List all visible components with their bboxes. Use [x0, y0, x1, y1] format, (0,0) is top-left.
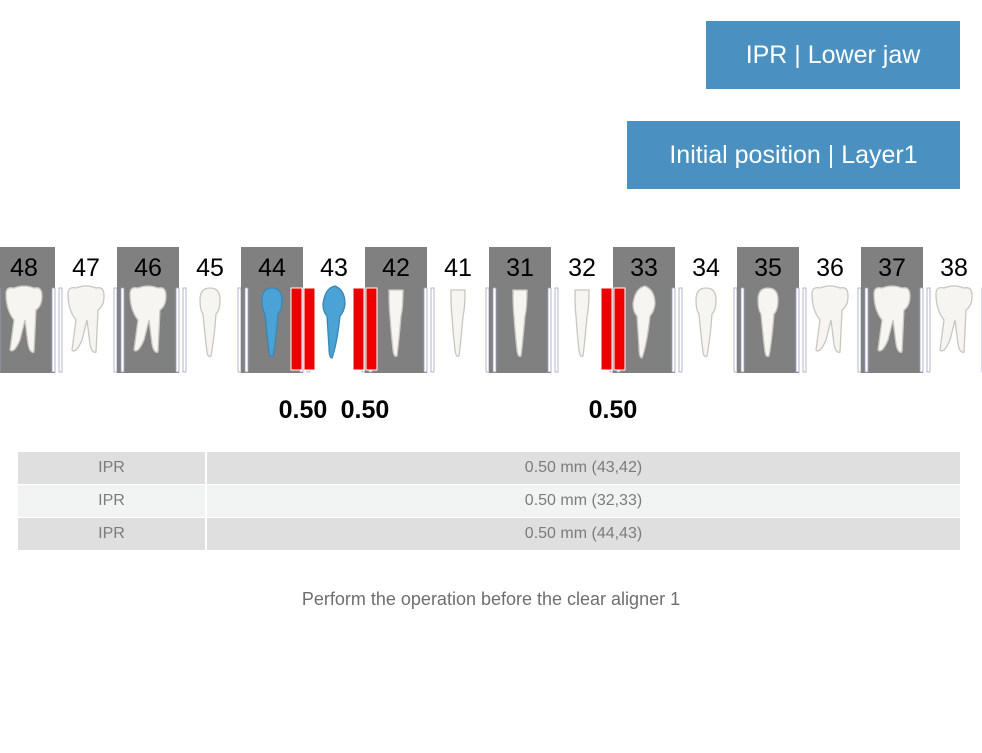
tooth-bracket	[244, 287, 249, 373]
ipr-table: IPR 0.50 mm (43,42) IPR 0.50 mm (32,33) …	[18, 452, 960, 550]
ipr-type-cell: IPR	[18, 452, 207, 485]
tooth-45: 45	[182, 254, 242, 373]
tooth-number-label: 34	[692, 254, 720, 282]
tooth-number-label: 42	[382, 254, 410, 282]
ipr-amount-label: 0.50	[341, 396, 390, 424]
tooth-shape	[199, 287, 221, 358]
tooth-bracket	[423, 287, 428, 373]
tooth-number-label: 37	[878, 254, 906, 282]
tooth-bracket	[182, 287, 187, 373]
tooth-shape	[574, 289, 590, 358]
tooth-shape	[873, 285, 911, 353]
tooth-shape	[935, 285, 973, 353]
ipr-marker: 0.50	[589, 287, 638, 424]
table-row: IPR 0.50 mm (43,42)	[18, 452, 960, 485]
tooth-shape	[388, 289, 404, 358]
tooth-35: 35	[737, 247, 800, 373]
tooth-34: 34	[678, 254, 738, 373]
tooth-48: 48	[0, 247, 56, 373]
ipr-value-cell: 0.50 mm (43,42)	[206, 452, 960, 485]
tooth-bracket	[485, 287, 490, 373]
tooth-41: 41	[430, 254, 490, 373]
tooth-shape	[757, 287, 779, 358]
tooth-bracket	[554, 287, 559, 373]
tooth-bracket	[678, 287, 683, 373]
tooth-bracket	[58, 287, 63, 373]
tooth-47: 47	[58, 254, 118, 373]
tooth-bracket	[51, 287, 56, 373]
jaw-title-banner: IPR | Lower jaw	[706, 21, 960, 89]
ipr-amount-label: 0.50	[589, 396, 638, 424]
tooth-shape	[811, 285, 849, 353]
tooth-bracket	[430, 287, 435, 373]
tooth-bracket	[864, 287, 869, 373]
ipr-strip	[290, 287, 303, 371]
tooth-shape	[450, 289, 466, 358]
instruction-note: Perform the operation before the clear a…	[301, 589, 681, 609]
tooth-number-label: 36	[816, 254, 844, 282]
ipr-amount-label: 0.50	[279, 396, 328, 424]
tooth-number-label: 41	[444, 254, 472, 282]
ipr-marker: 0.50	[279, 287, 328, 424]
tooth-number-label: 33	[630, 254, 658, 282]
tooth-number-label: 43	[320, 254, 348, 282]
tooth-chart: 48 47 46 45 44 43 42 41 31 32 33 34 35 36 37 38 0.50 0.50…	[0, 247, 982, 424]
tooth-bracket	[547, 287, 552, 373]
ipr-strip	[365, 287, 378, 371]
tooth-46: 46	[117, 247, 180, 373]
tooth-bracket	[733, 287, 738, 373]
tooth-shape	[261, 287, 283, 358]
tooth-number-label: 31	[506, 254, 534, 282]
tooth-number-label: 35	[754, 254, 782, 282]
ipr-strip	[303, 287, 316, 371]
ipr-strip	[352, 287, 365, 371]
tooth-37: 37	[861, 247, 924, 373]
tooth-36: 36	[802, 254, 862, 373]
ipr-type-cell: IPR	[18, 517, 207, 550]
table-row: IPR 0.50 mm (44,43)	[18, 517, 960, 550]
ipr-type-cell: IPR	[18, 484, 207, 518]
ipr-strip	[600, 287, 613, 371]
tooth-shape	[512, 289, 528, 358]
tooth-shape	[632, 285, 656, 359]
tooth-number-label: 45	[196, 254, 224, 282]
tooth-bracket	[919, 287, 924, 373]
tooth-38: 38	[926, 254, 982, 373]
tooth-number-label: 38	[940, 254, 968, 282]
tooth-shape	[322, 285, 346, 359]
tooth-bracket	[175, 287, 180, 373]
tooth-bracket	[113, 287, 118, 373]
position-title-banner: Initial position | Layer1	[627, 121, 960, 189]
tooth-bracket	[492, 287, 497, 373]
tooth-number-label: 48	[10, 254, 38, 282]
tooth-number-label: 47	[72, 254, 100, 282]
tooth-31: 31	[489, 247, 552, 373]
tooth-bracket	[802, 287, 807, 373]
tooth-number-label: 44	[258, 254, 286, 282]
tooth-shape	[5, 285, 43, 353]
tooth-bracket	[671, 287, 676, 373]
tooth-bracket	[740, 287, 745, 373]
tooth-bracket	[237, 287, 242, 373]
tooth-bracket	[120, 287, 125, 373]
tooth-bracket	[857, 287, 862, 373]
tooth-shape	[67, 285, 105, 353]
tooth-shape	[129, 285, 167, 353]
ipr-value-cell: 0.50 mm (44,43)	[206, 517, 960, 550]
ipr-strip	[613, 287, 626, 371]
tooth-number-label: 46	[134, 254, 162, 282]
tooth-bracket	[795, 287, 800, 373]
table-row: IPR 0.50 mm (32,33)	[18, 484, 960, 518]
ipr-marker: 0.50	[341, 287, 390, 424]
ipr-value-cell: 0.50 mm (32,33)	[206, 484, 960, 518]
tooth-number-label: 32	[568, 254, 596, 282]
tooth-bracket	[926, 287, 931, 373]
tooth-shape	[695, 287, 717, 358]
